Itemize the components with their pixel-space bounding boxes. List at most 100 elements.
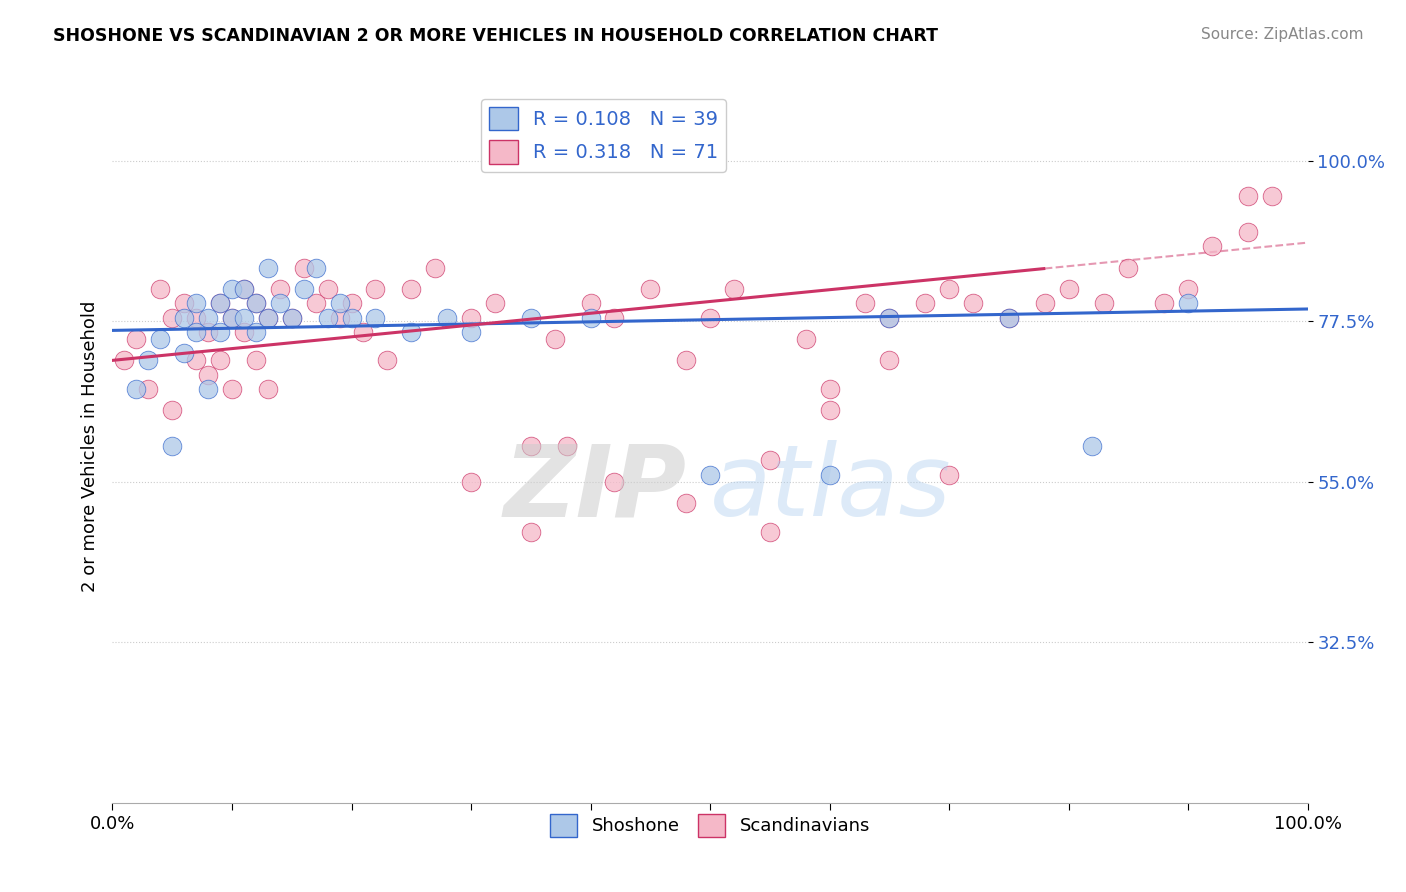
Point [1094,296,1116,310]
Point [233,325,256,339]
Point [364,310,387,325]
Point [292,260,315,275]
Point [436,310,458,325]
Point [173,296,195,310]
Point [233,310,256,325]
Point [257,310,280,325]
Point [723,282,745,296]
Point [425,260,447,275]
Point [257,260,280,275]
Point [1177,296,1199,310]
Point [460,310,482,325]
Point [138,353,160,368]
Point [1177,282,1199,296]
Point [1237,189,1260,203]
Point [221,382,243,396]
Point [603,475,626,489]
Point [245,296,267,310]
Point [221,310,243,325]
Point [162,403,183,417]
Point [292,282,315,296]
Point [401,325,423,339]
Point [233,282,256,296]
Point [962,296,984,310]
Point [186,325,208,339]
Point [197,310,219,325]
Point [1057,282,1080,296]
Point [520,439,543,453]
Point [269,296,291,310]
Point [114,353,135,368]
Point [329,296,352,310]
Point [233,282,256,296]
Point [1118,260,1140,275]
Point [305,260,328,275]
Point [998,310,1021,325]
Point [579,296,602,310]
Point [675,353,697,368]
Point [759,524,782,539]
Point [257,382,280,396]
Point [209,296,232,310]
Point [197,382,219,396]
Text: atlas: atlas [710,441,952,537]
Point [879,310,901,325]
Point [173,346,195,360]
Point [460,325,482,339]
Point [209,325,232,339]
Point [484,296,506,310]
Point [340,296,363,310]
Point [269,282,291,296]
Text: Source: ZipAtlas.com: Source: ZipAtlas.com [1201,27,1364,42]
Point [186,310,208,325]
Point [173,310,195,325]
Point [520,310,543,325]
Point [305,296,328,310]
Point [818,403,841,417]
Y-axis label: 2 or more Vehicles in Household: 2 or more Vehicles in Household [80,301,98,591]
Point [818,382,841,396]
Point [1153,296,1175,310]
Point [340,310,363,325]
Point [1081,439,1104,453]
Point [818,467,841,482]
Point [257,310,280,325]
Point [1201,239,1223,253]
Point [794,332,817,346]
Point [281,310,304,325]
Point [138,382,160,396]
Point [281,310,304,325]
Point [186,296,208,310]
Point [998,310,1021,325]
Point [186,353,208,368]
Point [162,310,183,325]
Point [197,368,219,382]
Point [759,453,782,467]
Point [914,296,936,310]
Point [855,296,877,310]
Point [197,325,219,339]
Point [221,282,243,296]
Point [699,310,721,325]
Point [316,310,339,325]
Point [555,439,578,453]
Point [520,524,543,539]
Point [603,310,626,325]
Point [149,332,172,346]
Point [1033,296,1056,310]
Point [579,310,602,325]
Point [543,332,565,346]
Point [245,325,267,339]
Point [879,353,901,368]
Point [938,282,960,296]
Point [675,496,697,510]
Point [125,382,148,396]
Text: SHOSHONE VS SCANDINAVIAN 2 OR MORE VEHICLES IN HOUSEHOLD CORRELATION CHART: SHOSHONE VS SCANDINAVIAN 2 OR MORE VEHIC… [53,27,938,45]
Point [245,353,267,368]
Point [640,282,662,296]
Point [377,353,399,368]
Point [699,467,721,482]
Point [221,310,243,325]
Point [1237,225,1260,239]
Point [162,439,183,453]
